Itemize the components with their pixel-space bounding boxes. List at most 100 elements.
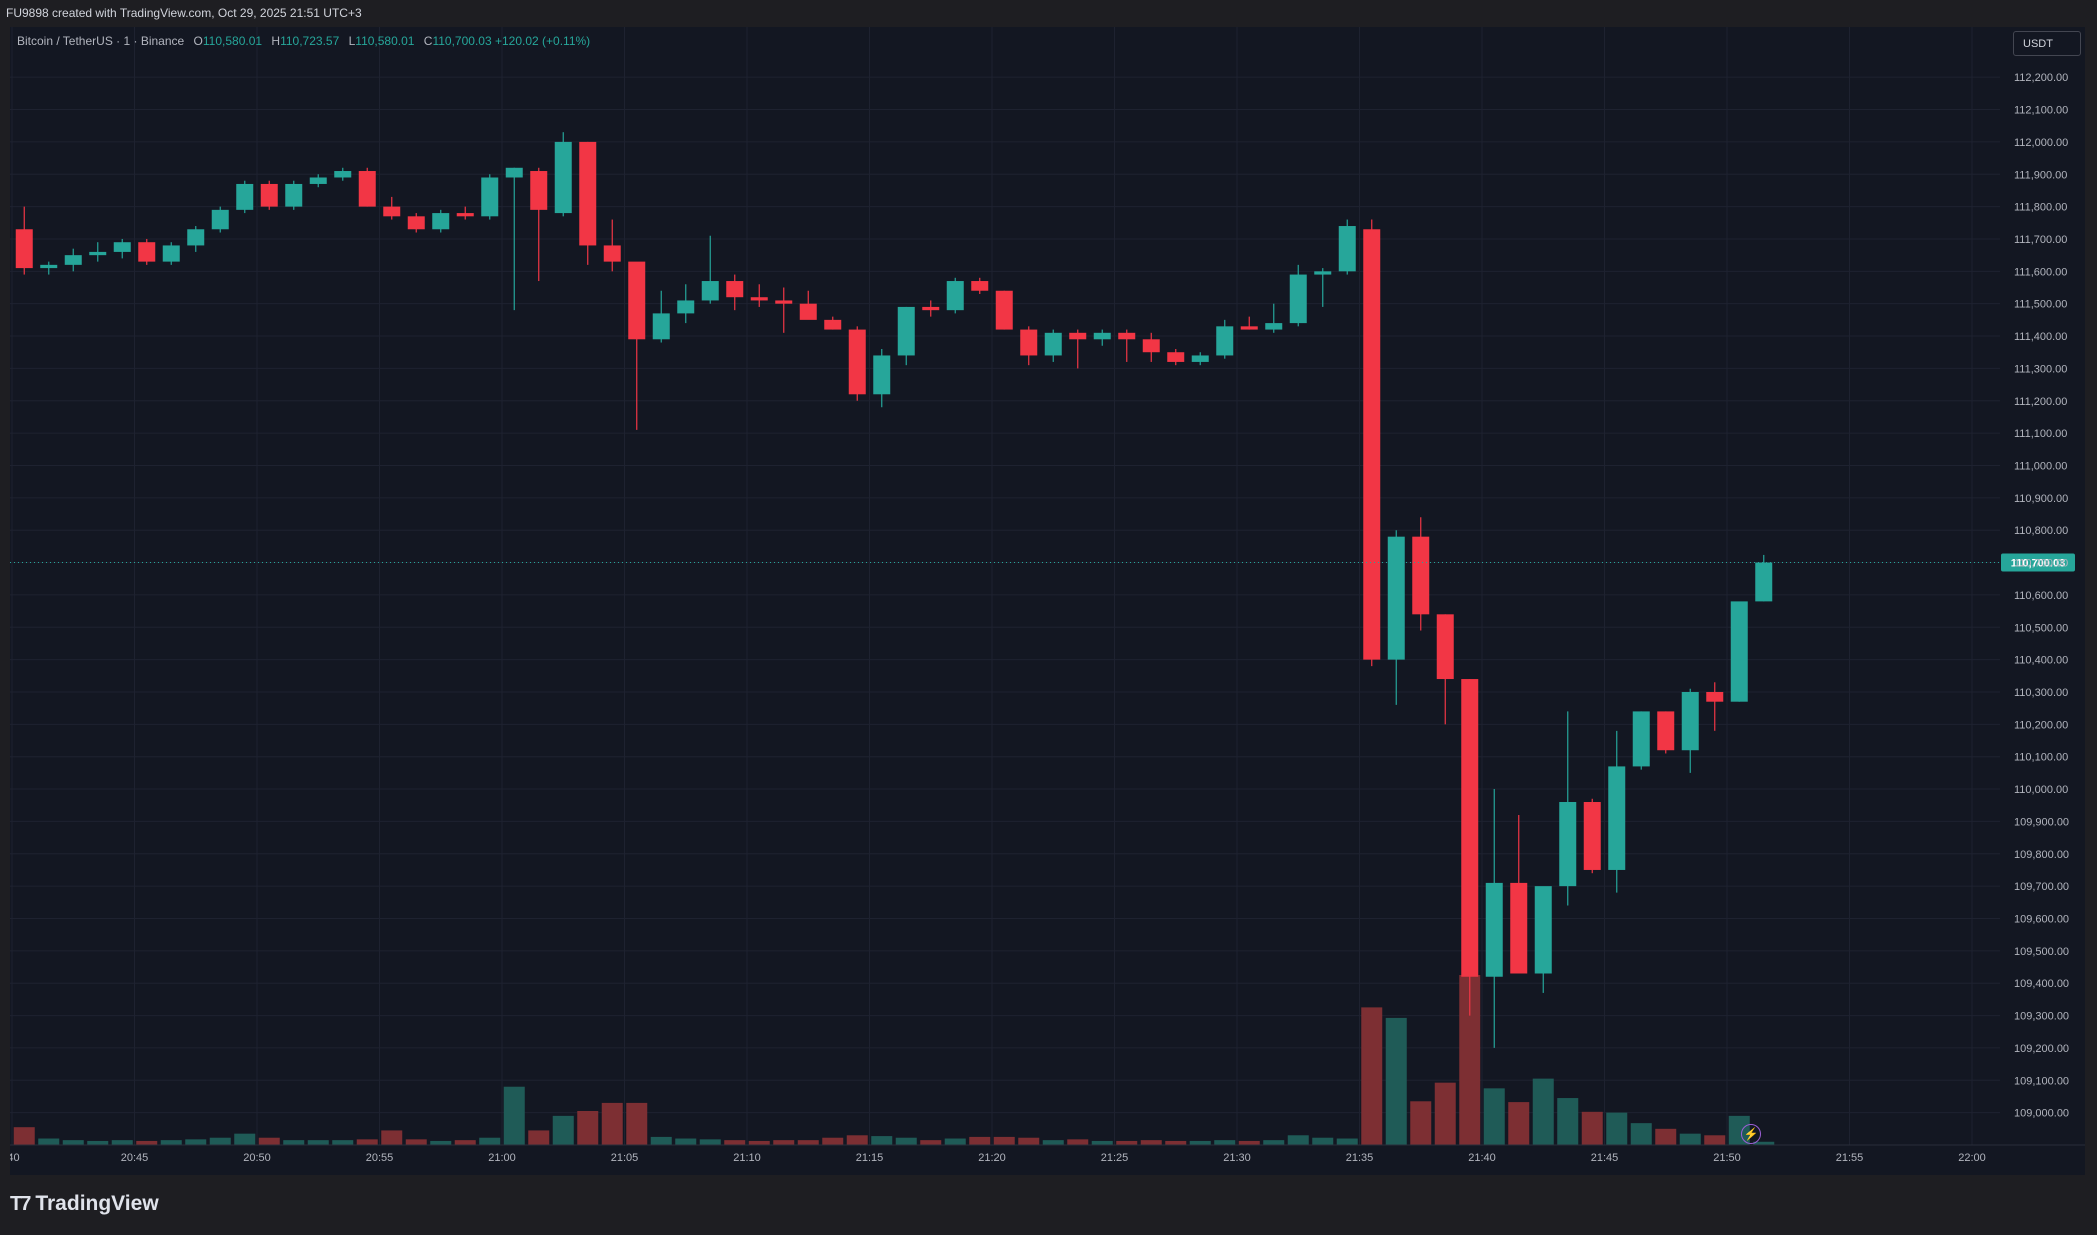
candle [1755,554,1773,602]
candle-body [1412,536,1430,615]
volume-bar [1140,1140,1162,1145]
volume-bar [1287,1135,1309,1145]
volume-bar [1214,1140,1236,1145]
volume-bar [38,1138,60,1145]
time-tick-label: 20:45 [121,1152,149,1164]
tradingview-brand[interactable]: T7 TradingView [10,1192,159,1216]
candle [1436,614,1454,725]
symbol-title[interactable]: Bitcoin / TetherUS · 1 · Binance [17,34,185,48]
candle [334,167,352,181]
candle [456,206,474,220]
candle-body [505,167,523,178]
candle-body [1657,711,1675,751]
price-tick-label: 109,800.00 [2014,849,2069,861]
volume-bar [1361,1007,1383,1145]
volume-bar [675,1138,697,1145]
candle-body [358,171,376,207]
price-tick-label: 109,400.00 [2014,978,2069,990]
candle [628,261,646,430]
price-tick-label: 111,500.00 [2014,299,2067,311]
volume-bar [111,1140,133,1145]
volume-bar [62,1140,84,1145]
volume-bar [1606,1112,1628,1145]
volume-bar [430,1140,452,1145]
candle [40,261,58,275]
volume-bar [1581,1111,1603,1145]
candle [1167,348,1185,366]
candle-body [1240,326,1258,330]
candle [1730,601,1748,702]
candle [1387,530,1405,705]
candle-body [1167,352,1185,362]
candle [1314,268,1332,307]
candle [1559,711,1577,906]
lightning-icon[interactable]: ⚡ [1741,1124,1761,1144]
candle [1412,517,1430,631]
candle [1142,332,1160,362]
volume-bar [1630,1123,1652,1145]
currency-badge[interactable]: USDT [2013,31,2081,56]
candle-body [995,290,1013,330]
candle [309,174,327,188]
candlestick-chart[interactable]: 110,700.03 112,200.00 112,100.00 112,000.0… [10,27,2085,1175]
price-tick-label: 109,300.00 [2014,1011,2069,1023]
candle-body [1093,332,1111,340]
candle [1069,329,1087,369]
candle-body [971,281,989,291]
candle [505,167,523,311]
candle [799,290,817,320]
price-tick-label: 110,500.00 [2014,622,2068,634]
volume-bar [1336,1138,1358,1145]
price-tick-label: 109,900.00 [2014,816,2069,828]
candle-body [701,281,719,301]
price-tick-label: 111,700.00 [2014,234,2067,246]
candle [64,248,82,272]
time-tick-label: 21:30 [1223,1152,1251,1164]
volume-bar [846,1135,868,1145]
candle-body [162,245,180,262]
last-price-line: 110,700.03 [10,553,2075,572]
volume-bar [1263,1140,1285,1145]
price-tick-label: 111,400.00 [2014,331,2067,343]
candle-body [334,171,352,178]
candle-body [1020,329,1038,356]
volume-bar [1655,1128,1677,1145]
candle [554,132,572,217]
candle-body [456,213,474,217]
candle-body [824,319,842,330]
candle [726,274,744,311]
volume-bar [1483,1088,1505,1145]
volume-bar [1238,1140,1260,1145]
volume-bar [1434,1082,1456,1145]
candle-body [628,261,646,340]
candle [579,141,597,265]
candle [1338,219,1356,275]
candle-body [1118,332,1136,340]
candle [1510,814,1528,974]
price-tick-label: 110,300.00 [2014,687,2068,699]
volume-bar [13,1127,35,1145]
time-tick-label: 21:45 [1591,1152,1619,1164]
volume-bar [797,1140,819,1145]
candle [1216,319,1234,359]
volume-bar [1557,1098,1579,1145]
candle-body [1216,326,1234,356]
volume-bar [552,1115,574,1145]
time-tick-label: 21:25 [1101,1152,1129,1164]
high-value: 110,723.57 [280,34,340,48]
volume-bar [1679,1133,1701,1145]
open-value: 110,580.01 [202,34,263,48]
candle [1583,798,1601,874]
candle [603,219,621,272]
close-value: 110,700.03 [432,34,492,48]
volume-bar [1091,1140,1113,1145]
high-label: H [271,34,281,48]
price-tick-label: 110,100.00 [2014,752,2068,764]
volume-bar [1704,1135,1726,1145]
candle-body [1559,802,1577,887]
price-tick-label: 112,200.00 [2014,72,2068,84]
ohlc-legend: Bitcoin / TetherUS · 1 · Binance O110,58… [17,34,590,48]
candle-body [211,209,229,230]
candle [677,284,695,324]
candle [113,238,131,259]
